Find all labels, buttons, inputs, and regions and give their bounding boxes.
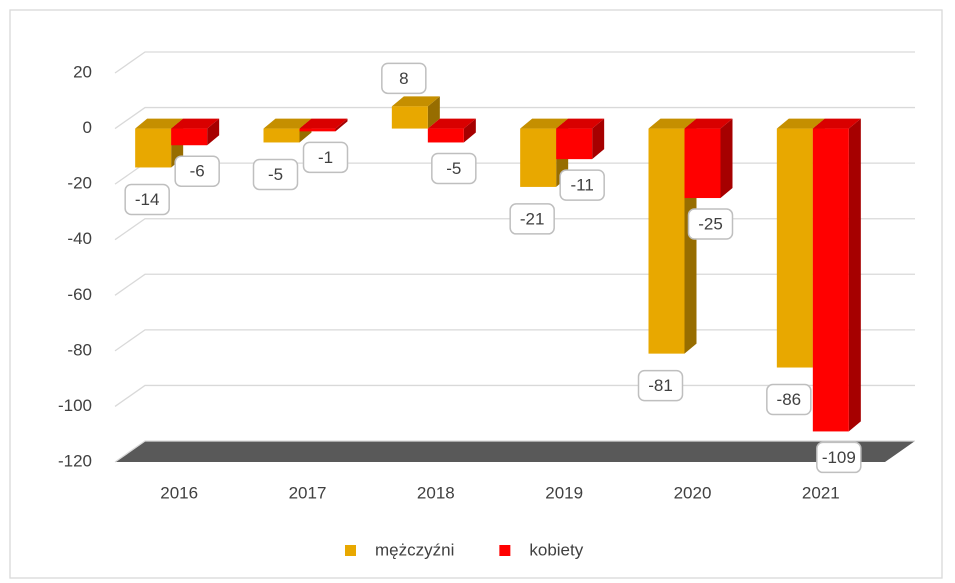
bar xyxy=(427,128,464,143)
grid-line xyxy=(114,440,915,463)
x-tick-label: 2016 xyxy=(160,483,198,502)
floor xyxy=(115,441,915,462)
x-tick-label: 2017 xyxy=(289,483,327,502)
bar-side xyxy=(427,96,440,129)
y-tick-label: -120 xyxy=(58,451,92,470)
y-tick-label: -100 xyxy=(58,396,92,415)
y-tick-label: -20 xyxy=(67,174,92,193)
bar xyxy=(812,128,849,432)
data-label-box xyxy=(637,369,684,402)
data-label: -11 xyxy=(571,176,594,195)
data-label-box xyxy=(687,208,734,240)
bar-top xyxy=(427,118,476,129)
data-label-box xyxy=(816,441,862,474)
x-tick-label: 2019 xyxy=(545,483,583,502)
y-tick-label: -60 xyxy=(67,285,92,304)
legend-label: kobiety xyxy=(529,540,583,559)
x-tick-label: 2018 xyxy=(417,483,455,502)
data-label-box xyxy=(431,152,477,185)
data-label-box xyxy=(174,155,220,187)
y-tick-label: 0 xyxy=(83,118,92,137)
bar xyxy=(684,128,721,199)
bar xyxy=(648,128,685,354)
data-label: -1 xyxy=(318,148,333,167)
bar-top xyxy=(556,118,605,129)
bar-top xyxy=(776,118,825,129)
y-tick-label: 20 xyxy=(73,62,92,81)
data-label-box xyxy=(124,183,170,216)
data-label: 8 xyxy=(399,69,408,88)
x-tick-label: 2021 xyxy=(802,483,840,502)
data-label-box xyxy=(559,169,605,201)
bar xyxy=(776,128,813,368)
bar-top xyxy=(263,118,312,129)
data-label: -86 xyxy=(777,390,802,409)
data-label-box xyxy=(766,383,812,416)
data-label: -21 xyxy=(520,209,545,228)
bar-top xyxy=(299,118,348,129)
legend-swatch xyxy=(345,545,356,556)
bar xyxy=(263,128,300,143)
bar xyxy=(299,128,336,132)
data-label-box xyxy=(252,158,299,191)
data-label: -5 xyxy=(446,159,461,178)
y-tick-label: -40 xyxy=(67,229,92,248)
legend-label: mężczyźni xyxy=(375,540,454,559)
data-label: -14 xyxy=(135,190,160,209)
x-tick-label: 2020 xyxy=(674,483,712,502)
data-label: -109 xyxy=(822,448,856,467)
bar xyxy=(135,128,172,168)
grid-line xyxy=(114,106,915,130)
bar-top xyxy=(648,118,697,129)
bar-side xyxy=(207,118,220,146)
bar-side xyxy=(335,118,348,132)
data-label-box xyxy=(381,62,427,95)
bar xyxy=(171,128,208,146)
data-label: -25 xyxy=(698,215,723,234)
data-label-box xyxy=(302,141,349,174)
bar-top xyxy=(520,118,569,129)
bar-side xyxy=(720,118,733,199)
grid-line xyxy=(114,51,915,74)
bar-side xyxy=(463,118,476,143)
data-label: -6 xyxy=(190,162,205,181)
bar xyxy=(391,106,428,129)
data-label: -5 xyxy=(268,165,283,184)
bar xyxy=(520,128,557,187)
bar-side xyxy=(592,118,605,160)
bar-top xyxy=(171,118,220,129)
bar-top xyxy=(135,118,184,129)
legend-swatch xyxy=(499,545,511,556)
data-label: -81 xyxy=(648,376,673,395)
bar-top xyxy=(684,118,733,129)
bar xyxy=(556,128,593,160)
bar-top xyxy=(391,96,440,107)
data-label-box xyxy=(509,203,555,235)
bar-top xyxy=(812,118,861,129)
bar-side xyxy=(848,118,861,432)
y-tick-label: -80 xyxy=(67,340,92,359)
